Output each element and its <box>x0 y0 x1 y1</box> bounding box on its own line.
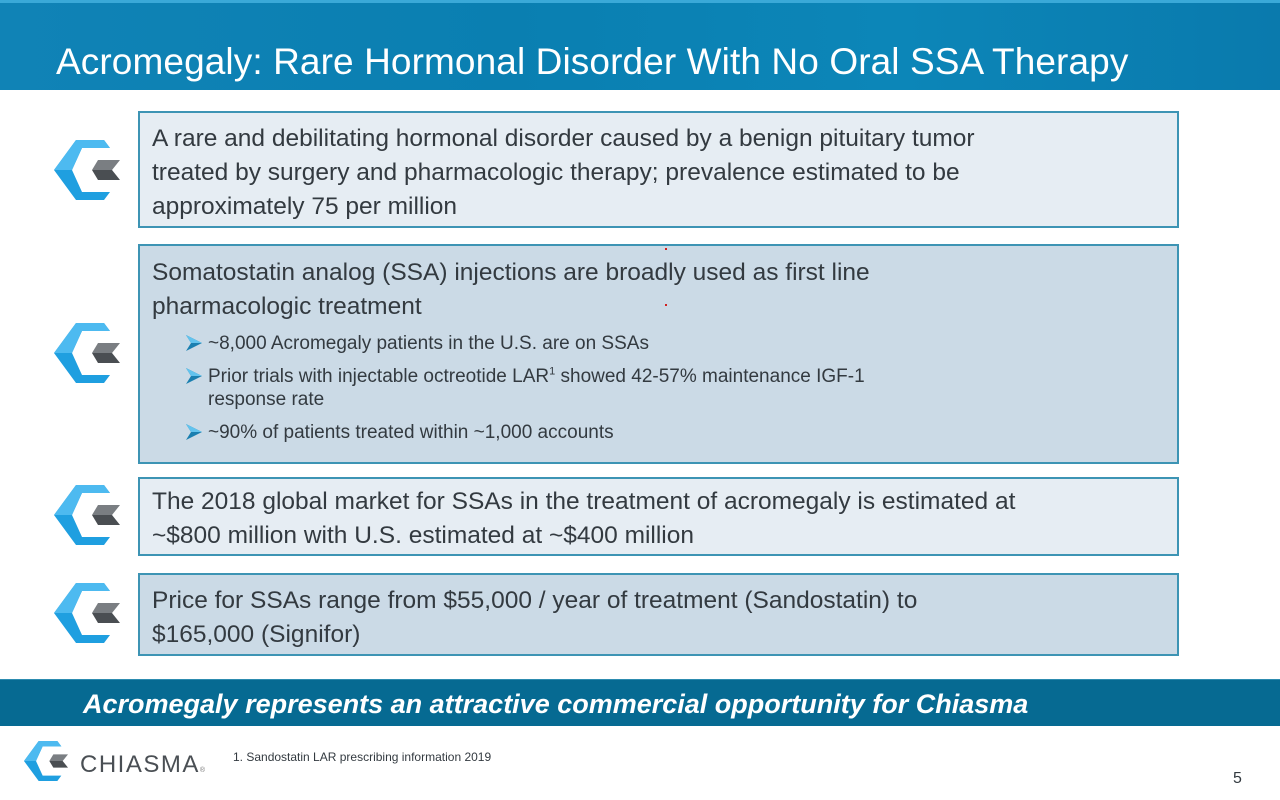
sub-bullet-item: Prior trials with injectable octreotide … <box>152 365 1165 411</box>
logo-wordmark: CHIASMA® <box>80 751 207 779</box>
slide-title: Acromegaly: Rare Hormonal Disorder With … <box>56 41 1129 82</box>
sub-bullet-text-line2: response rate <box>208 389 325 410</box>
title-bar: Acromegaly: Rare Hormonal Disorder With … <box>0 0 1280 90</box>
banner-text: Acromegaly represents an attractive comm… <box>83 689 1029 719</box>
arrow-bullet-icon <box>186 368 202 384</box>
footnote-superscript: 1 <box>549 365 556 378</box>
box-text-line: ~$800 million with U.S. estimated at ~$4… <box>152 522 695 549</box>
footnote: 1. Sandostatin LAR prescribing informati… <box>233 750 492 764</box>
chiasma-cube-icon <box>54 485 120 545</box>
box-text-line: The 2018 global market for SSAs in the t… <box>152 488 1016 515</box>
registered-mark: ® <box>199 767 207 774</box>
box-text-line: pharmacologic treatment <box>152 293 422 320</box>
chiasma-logo-icon <box>24 741 68 781</box>
box-text-line: Price for SSAs range from $55,000 / year… <box>152 587 918 614</box>
sub-bullet-text: Prior trials with injectable octreotide … <box>208 366 550 387</box>
sub-bullet-text: ~90% of patients treated within ~1,000 a… <box>208 422 614 443</box>
chiasma-cube-icon <box>54 583 120 643</box>
conclusion-banner: Acromegaly represents an attractive comm… <box>0 679 1280 726</box>
info-box-market: The 2018 global market for SSAs in the t… <box>138 477 1179 556</box>
chiasma-logo: CHIASMA® <box>24 741 214 785</box>
info-box-ssa-treatment: Somatostatin analog (SSA) injections are… <box>138 244 1179 464</box>
box-text-line: approximately 75 per million <box>152 193 458 220</box>
arrow-bullet-icon <box>186 335 202 351</box>
page-number: 5 <box>1233 770 1242 787</box>
box-text-line: A rare and debilitating hormonal disorde… <box>152 125 975 152</box>
box-text-line: $165,000 (Signifor) <box>152 621 361 648</box>
info-box-pricing: Price for SSAs range from $55,000 / year… <box>138 573 1179 656</box>
chiasma-cube-icon <box>54 140 120 200</box>
sub-bullet-text: showed 42-57% maintenance IGF-1 <box>555 366 865 387</box>
stray-mark <box>665 248 667 250</box>
logo-text: CHIASMA <box>80 751 200 778</box>
box-text-line: treated by surgery and pharmacologic the… <box>152 159 960 186</box>
sub-bullet-item: ~8,000 Acromegaly patients in the U.S. a… <box>152 332 1165 355</box>
box-text-line: Somatostatin analog (SSA) injections are… <box>152 259 870 286</box>
info-box-prevalence: A rare and debilitating hormonal disorde… <box>138 111 1179 228</box>
stray-mark <box>665 304 667 306</box>
arrow-bullet-icon <box>186 424 202 440</box>
chiasma-cube-icon <box>54 323 120 383</box>
sub-bullet-text: ~8,000 Acromegaly patients in the U.S. a… <box>208 333 649 354</box>
sub-bullet-item: ~90% of patients treated within ~1,000 a… <box>152 421 1165 444</box>
sub-bullet-list: ~8,000 Acromegaly patients in the U.S. a… <box>152 332 1165 444</box>
